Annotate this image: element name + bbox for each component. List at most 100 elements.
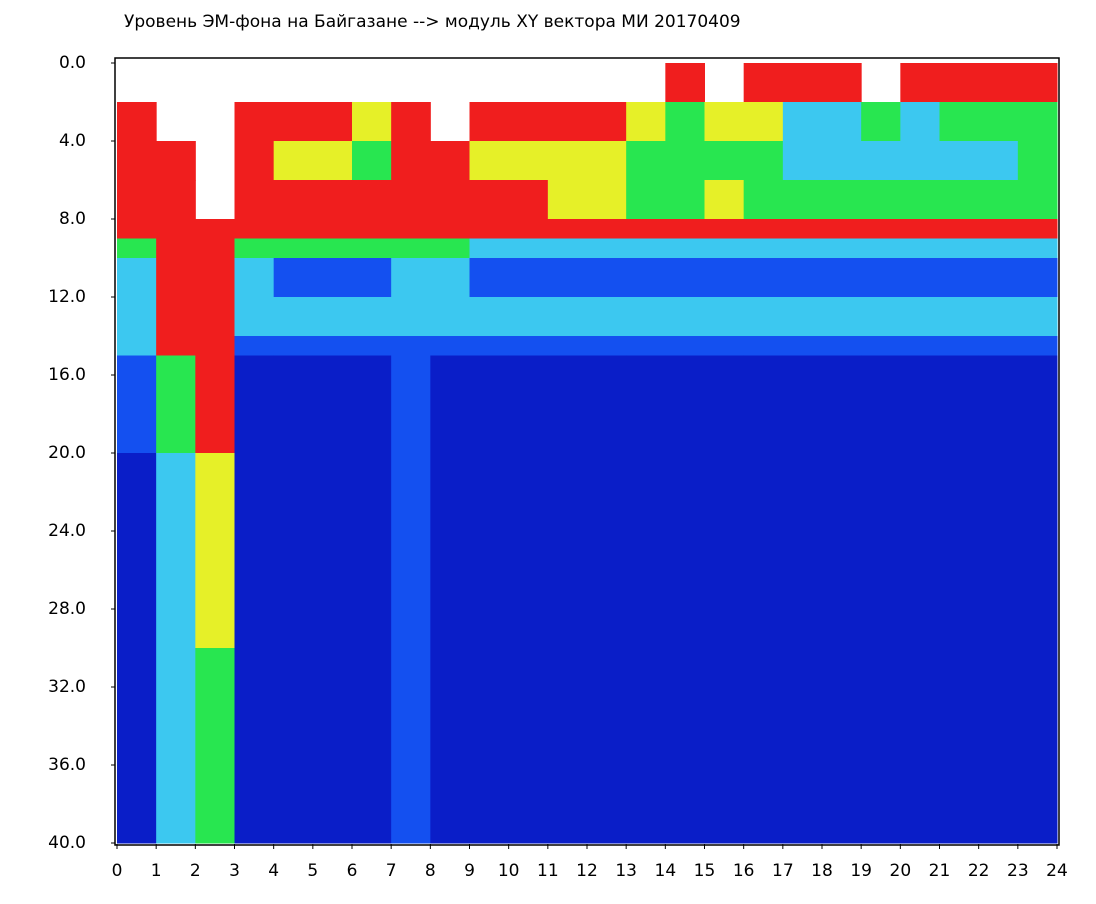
heat-cell	[195, 453, 235, 649]
heat-cell	[1017, 180, 1058, 220]
x-tick-label: 2	[190, 861, 201, 881]
heat-cell	[547, 141, 588, 181]
x-tick-label: 7	[386, 861, 397, 881]
heat-cell	[469, 297, 510, 337]
heat-cell	[234, 180, 275, 220]
heat-cell	[469, 648, 510, 844]
heat-cell	[430, 219, 470, 239]
heat-cell	[704, 180, 745, 220]
heat-cell	[626, 297, 666, 337]
heat-cell	[273, 648, 314, 844]
heat-cell	[547, 238, 588, 259]
y-tick-label: 20.0	[48, 443, 86, 463]
heat-cell	[782, 102, 823, 142]
heat-cell	[939, 102, 980, 142]
x-tick-label: 12	[576, 861, 598, 881]
heat-cell	[743, 355, 784, 454]
heat-cell	[352, 238, 392, 259]
heat-cell	[273, 355, 314, 454]
heat-cell	[587, 355, 627, 454]
heat-cell	[861, 219, 901, 239]
y-tick-label: 24.0	[48, 521, 86, 541]
heat-cell	[469, 258, 510, 298]
heat-cell	[430, 141, 470, 181]
x-tick-label: 3	[229, 861, 240, 881]
heat-cell	[665, 141, 705, 181]
heat-cell	[822, 258, 862, 298]
heat-cell	[352, 258, 392, 298]
heat-cell	[312, 180, 353, 220]
heat-cell	[273, 238, 314, 259]
heat-cell	[156, 336, 196, 356]
heat-cell	[391, 453, 431, 649]
heat-cell	[547, 219, 588, 239]
heat-cell	[782, 219, 823, 239]
x-tick-label: 22	[968, 861, 990, 881]
heat-cell	[978, 297, 1019, 337]
heat-cell	[117, 102, 157, 142]
heat-cell	[547, 355, 588, 454]
heat-cell	[900, 258, 940, 298]
heat-cell	[312, 141, 353, 181]
heat-cell	[234, 141, 275, 181]
heat-cell	[195, 238, 235, 259]
heat-cell	[704, 297, 745, 337]
heat-cell	[822, 238, 862, 259]
heat-cell	[665, 258, 705, 298]
heat-cell	[587, 258, 627, 298]
heat-cell	[312, 238, 353, 259]
heat-cell	[234, 648, 275, 844]
heat-cell	[508, 336, 549, 356]
heat-cell	[978, 336, 1019, 356]
heat-cell	[861, 336, 901, 356]
x-tick-label: 19	[850, 861, 872, 881]
heat-cell	[822, 102, 862, 142]
heat-cell	[900, 102, 940, 142]
heat-cell	[234, 258, 275, 298]
heat-cell	[117, 258, 157, 298]
heat-cell	[312, 258, 353, 298]
heat-cell	[782, 453, 823, 649]
heat-cell	[547, 336, 588, 356]
heat-cell	[743, 258, 784, 298]
heat-cell	[117, 648, 157, 844]
heat-cell	[469, 141, 510, 181]
heat-cell	[352, 102, 392, 142]
heat-cell	[156, 219, 196, 239]
heat-cell	[704, 355, 745, 454]
heat-cell	[273, 297, 314, 337]
heat-cell	[234, 453, 275, 649]
heat-cell	[626, 648, 666, 844]
heat-cell	[665, 648, 705, 844]
heat-cell	[117, 219, 157, 239]
heat-cell	[156, 297, 196, 337]
heat-cell	[626, 238, 666, 259]
heat-cell	[665, 238, 705, 259]
heat-cell	[861, 238, 901, 259]
heat-cell	[1017, 63, 1058, 103]
x-tick-label: 15	[694, 861, 716, 881]
heat-cell	[900, 141, 940, 181]
heat-cell	[1017, 453, 1058, 649]
heat-cell	[939, 238, 980, 259]
heat-cell	[117, 336, 157, 356]
heat-cell	[665, 102, 705, 142]
heat-cell	[234, 297, 275, 337]
heat-cell	[978, 355, 1019, 454]
heat-cell	[861, 355, 901, 454]
heat-cell	[978, 219, 1019, 239]
heat-cell	[195, 336, 235, 356]
x-tick-label: 13	[615, 861, 637, 881]
x-tick-label: 4	[268, 861, 279, 881]
heat-cell	[626, 258, 666, 298]
heat-cell	[978, 238, 1019, 259]
heat-cell	[1017, 336, 1058, 356]
heat-cell	[508, 180, 549, 220]
heat-cell	[352, 355, 392, 454]
heat-cell	[626, 180, 666, 220]
x-tick-label: 14	[655, 861, 677, 881]
heat-cell	[430, 355, 470, 454]
heat-cell	[469, 238, 510, 259]
heat-cell	[900, 453, 940, 649]
